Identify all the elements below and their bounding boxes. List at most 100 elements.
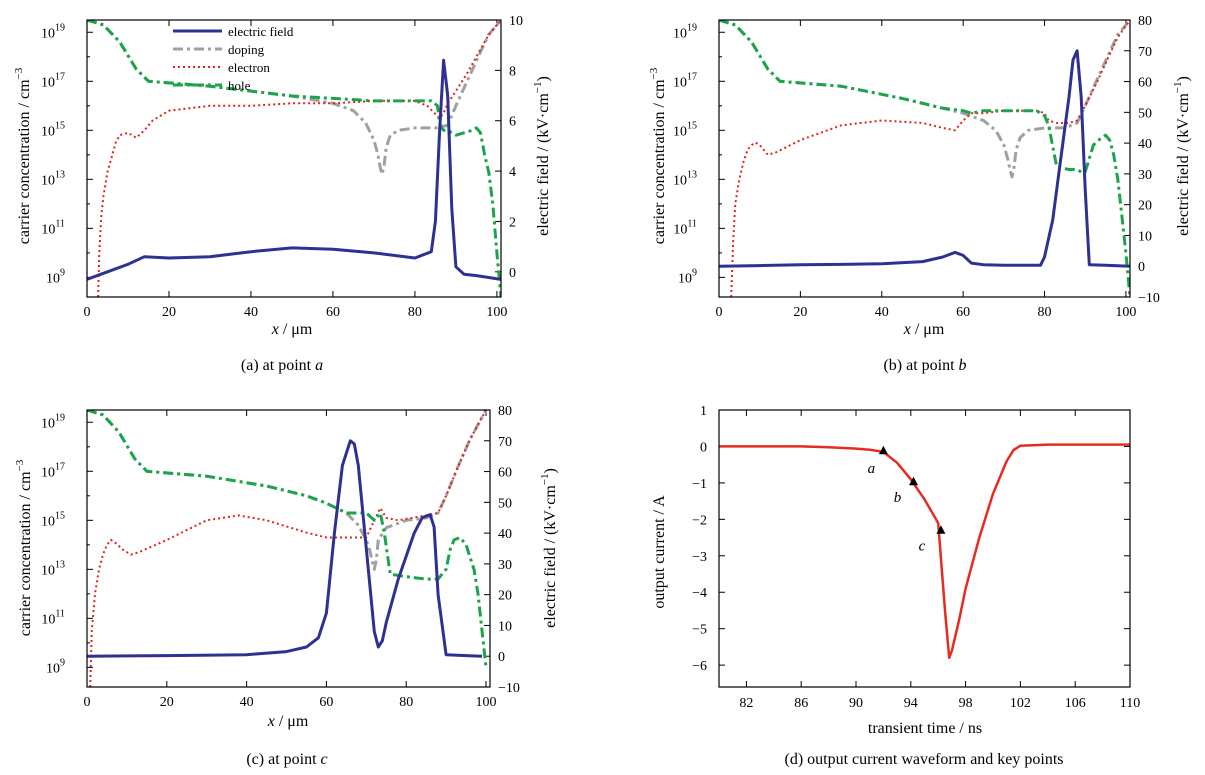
y-tick-label-left-b: 1013 [673,169,697,188]
key-point-marker-b [909,476,918,486]
y-tick-label-right-c: 70 [498,435,512,450]
legend-label-electric-field: electric field [228,24,294,39]
y-axis-label-right-b: electric field / (kV·cm−1) [1172,76,1192,236]
y-tick-label-left-b: 1017 [673,71,697,90]
y-tick-label-right-c: 60 [498,466,512,481]
x-tick-label-a: 20 [162,305,176,320]
y-tick-label-right-a: 4 [509,165,516,180]
caption-a: (a) at point a [241,357,323,374]
y-tick-label-right-c: 30 [498,558,512,573]
y-tick-label-right-c: 50 [498,496,512,511]
y-tick-label-left-c: 1017 [41,461,65,480]
x-tick-label-b: 20 [793,305,807,320]
x-tick-label-d: 82 [739,696,753,711]
x-tick-label-b: 40 [875,305,889,320]
plot-frame-a [86,19,502,298]
x-tick-label-b: 100 [1115,305,1136,320]
plot-frame-d [718,409,1131,688]
y-tick-label-right-a: 2 [509,215,516,230]
series-line-hole-b [719,20,1130,297]
x-tick-label-d: 94 [904,696,918,711]
y-tick-label-right-b: 20 [1138,199,1152,214]
x-tick-label-c: 80 [399,695,413,710]
caption-c: (c) at point c [246,751,327,768]
y-tick-label-right-b: 70 [1138,45,1152,60]
y-tick-label-right-c: 80 [498,404,512,419]
y-tick-label-left-c: 1015 [41,510,65,529]
series-line-hole-c [87,410,488,668]
plot-frame-c [86,409,491,688]
y-axis-label-left-c: carrier concentration / cm−3 [14,459,34,636]
y-tick-label-right-c: 10 [498,619,512,634]
x-tick-label-c: 0 [84,695,91,710]
x-tick-label-b: 60 [956,305,970,320]
y-tick-label-right-a: 10 [509,14,523,29]
y-tick-label-right-c: −10 [498,681,520,696]
panel-c: 0 20 40 60 80 100 109 1011 1013 1015 1017 1019 −10 0 1… [14,404,559,768]
key-point-label-a: a [868,461,876,477]
y-axis-label-d: output current / A [651,495,668,609]
y-tick-label-right-b: 30 [1138,168,1152,183]
y-tick-label-left-c: 109 [46,657,65,676]
x-tick-label-a: 60 [326,305,340,320]
x-tick-label-d: 102 [1010,696,1031,711]
x-tick-label-a: 40 [244,305,258,320]
y-tick-label-d: −6 [692,659,707,674]
legend-label-doping: doping [228,42,265,57]
y-tick-label-left-a: 1011 [41,218,65,237]
y-tick-label-left-c: 1011 [41,608,65,627]
key-point-marker-c [936,525,946,534]
x-tick-label-d: 98 [959,696,973,711]
y-tick-label-d: −2 [692,513,707,528]
x-axis-label-b: x / μm [903,321,945,338]
x-tick-label-d: 106 [1065,696,1086,711]
x-tick-label-d: 90 [849,696,863,711]
series-line-electron-a [97,20,501,297]
y-axis-label-right-a: electric field / (kV·cm−1) [532,76,552,236]
plot-frame-b [718,19,1131,298]
x-axis-label-d: transient time / ns [868,720,982,737]
series-line-electron-b [730,20,1130,297]
y-tick-label-right-b: 50 [1138,106,1152,121]
series-line-electron-c [89,410,487,687]
x-axis-label-a: x / μm [271,321,313,338]
x-tick-label-c: 100 [476,695,497,710]
y-tick-label-right-b: 60 [1138,76,1152,91]
y-tick-label-right-a: 0 [509,266,516,281]
series-line-electric-field-b [719,49,1130,268]
y-tick-label-right-b: −10 [1138,291,1160,306]
series-line-output-current [719,443,1130,660]
panel-b: 0 20 40 60 80 100 109 1011 1013 1015 1017 1019 −10 0 1… [648,14,1192,374]
y-tick-label-right-c: 0 [498,650,505,665]
y-tick-label-left-b: 109 [678,267,697,286]
x-tick-label-d: 86 [794,696,808,711]
y-tick-label-left-b: 1015 [673,120,697,139]
series-line-electric-field-c [87,439,483,658]
y-tick-label-left-c: 1019 [41,412,65,431]
x-tick-label-c: 60 [319,695,333,710]
key-point-label-b: b [894,490,902,506]
y-tick-label-left-a: 1019 [41,22,65,41]
series-line-hole-a [87,20,501,297]
panel-a: 0 20 40 60 80 100 109 1011 1013 1015 1017 1019 0 2 4 6 8… [13,14,552,374]
panel-d: 82 86 90 94 98 102 106 110 1 0 −1 −2 −3 −4 −5 −6 a b c (d)… [651,404,1140,768]
y-tick-label-left-a: 1017 [41,71,65,90]
plot-area-b: 0 20 40 60 80 100 109 1011 1013 1015 1017 1019 −10 0 1… [673,14,1160,320]
caption-b: (b) at point b [883,357,966,374]
series-line-electric-field-a [87,58,501,281]
x-tick-label-d: 110 [1120,696,1140,711]
y-tick-label-right-b: 80 [1138,14,1152,29]
y-tick-label-left-c: 1013 [41,559,65,578]
y-tick-label-left-a: 109 [46,267,65,286]
y-tick-label-right-c: 20 [498,589,512,604]
y-axis-label-left-a: carrier concentration / cm−3 [13,67,33,244]
x-tick-label-b: 0 [716,305,723,320]
series-line-doping-c [87,410,488,571]
key-point-marker-a [878,445,888,455]
caption-d: (d) output current waveform and key poin… [784,751,1063,768]
y-tick-label-d: 0 [700,440,707,455]
legend-label-electron: electron [228,60,270,75]
y-tick-label-right-a: 8 [509,64,516,79]
x-axis-label-c: x / μm [267,713,309,730]
